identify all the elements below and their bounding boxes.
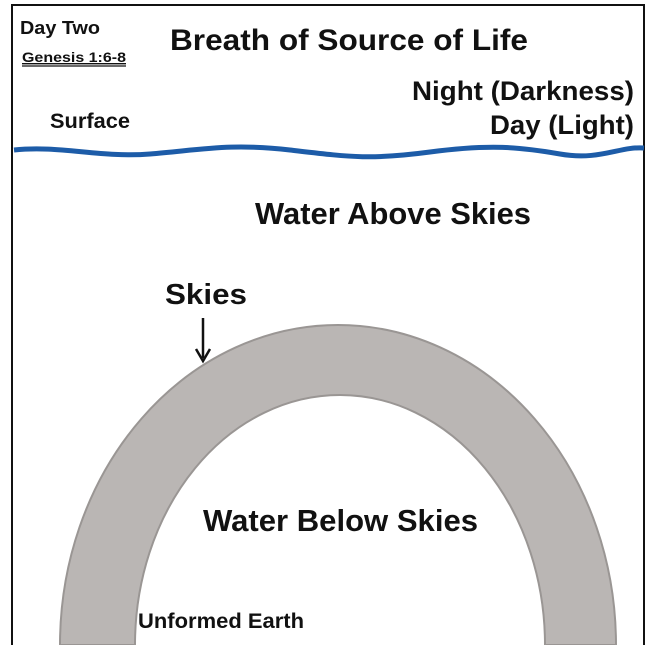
skies-arch — [58, 324, 618, 645]
day-light-label: Day (Light) — [490, 110, 634, 140]
water-below-label: Water Below Skies — [203, 503, 478, 538]
water-above-label: Water Above Skies — [255, 196, 531, 231]
surface-wave — [13, 144, 645, 160]
title: Breath of Source of Life — [170, 24, 528, 57]
night-label: Night (Darkness) — [412, 76, 634, 106]
skies-label: Skies — [165, 279, 247, 311]
earth-label: Unformed Earth — [138, 610, 304, 633]
day-label: Day Two — [20, 18, 100, 38]
surface-label: Surface — [50, 110, 130, 133]
reference: Genesis 1:6-8 — [22, 49, 126, 65]
arrow-head — [194, 348, 212, 364]
